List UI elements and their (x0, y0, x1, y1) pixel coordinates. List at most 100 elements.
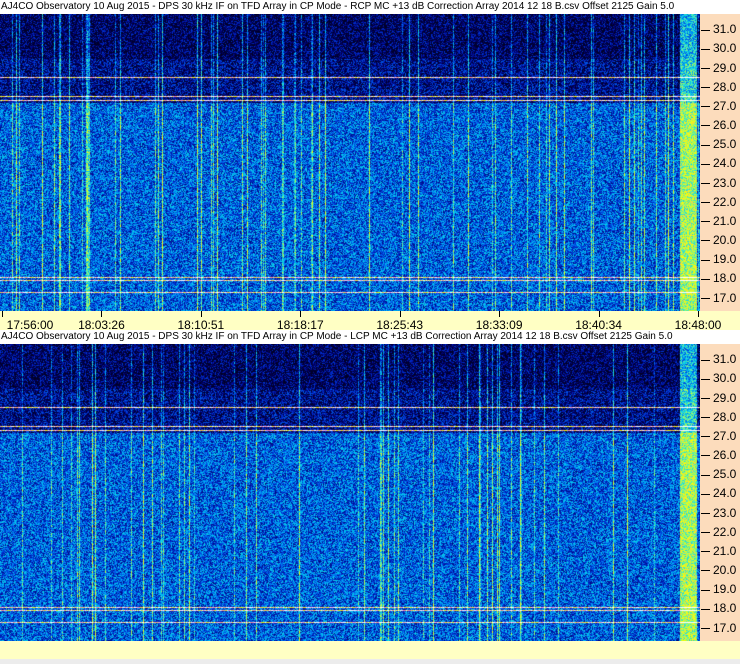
y-tick-label: 27.0 (700, 100, 736, 112)
y-tick-label: 31.0 (700, 23, 736, 35)
y-tick-label: 24.0 (700, 487, 736, 499)
time-axis: 17:56:00 18:03:26 18:10:51 18:18:17 18:25:43… (0, 311, 740, 332)
y-tick-mark (701, 221, 710, 223)
y-tick-text: 28.0 (713, 79, 737, 94)
y-tick-text: 31.0 (713, 22, 737, 37)
y-tick-label: 25.0 (700, 138, 736, 150)
y-tick-mark (701, 608, 710, 610)
y-tick-text: 21.0 (713, 213, 737, 228)
y-tick-mark (701, 589, 710, 591)
y-tick-text: 28.0 (713, 409, 737, 424)
y-tick-text: 25.0 (713, 137, 737, 152)
lcp-frequency-axis: 31.0 30.0 29.0 28.0 27.0 26.0 25.0 24.0 23.0 22.0… (700, 344, 740, 641)
y-tick-mark (701, 532, 710, 534)
y-tick-mark (701, 570, 710, 572)
y-tick-mark (701, 240, 710, 242)
y-tick-mark (701, 359, 710, 361)
y-tick-mark (701, 182, 710, 184)
x-tick (598, 311, 600, 317)
y-tick-mark (701, 144, 710, 146)
y-tick-text: 19.0 (713, 252, 737, 267)
y-tick-label: 28.0 (700, 81, 736, 93)
y-tick-text: 18.0 (713, 271, 737, 286)
rcp-frequency-axis: 31.0 30.0 29.0 28.0 27.0 26.0 25.0 24.0 23.0 22.0… (700, 14, 740, 311)
x-tick-label: 18:48:00 (674, 318, 722, 332)
x-tick (300, 311, 302, 317)
x-tick (200, 311, 202, 317)
y-tick-label: 29.0 (700, 62, 736, 74)
y-tick-label: 22.0 (700, 526, 736, 538)
y-tick-text: 18.0 (713, 601, 737, 616)
y-tick-text: 29.0 (713, 60, 737, 75)
y-tick-text: 23.0 (713, 175, 737, 190)
bottom-bar (0, 641, 740, 659)
y-tick-mark (701, 278, 710, 280)
y-tick-label: 30.0 (700, 372, 736, 384)
y-tick-label: 23.0 (700, 507, 736, 519)
y-tick-text: 30.0 (713, 41, 737, 56)
x-tick (698, 311, 699, 317)
y-tick-text: 22.0 (713, 194, 737, 209)
y-tick-label: 26.0 (700, 119, 736, 131)
y-tick-label: 21.0 (700, 545, 736, 557)
lcp-spectrogram (0, 344, 700, 641)
lcp-title: AJ4CO Observatory 10 Aug 2015 - DPS 30 k… (0, 330, 740, 344)
x-tick-label: 18:40:34 (575, 318, 622, 332)
y-tick-label: 20.0 (700, 564, 736, 576)
y-tick-text: 25.0 (713, 467, 737, 482)
y-tick-text: 30.0 (713, 371, 737, 386)
y-tick-label: 17.0 (700, 292, 736, 304)
y-tick-label: 19.0 (700, 583, 736, 595)
y-tick-text: 29.0 (713, 390, 737, 405)
rcp-title: AJ4CO Observatory 10 Aug 2015 - DPS 30 k… (0, 0, 740, 14)
y-tick-mark (701, 163, 710, 165)
x-tick-label: 18:33:09 (475, 318, 523, 332)
y-tick-label: 28.0 (700, 411, 736, 423)
y-tick-mark (701, 436, 710, 438)
y-tick-mark (701, 297, 710, 299)
y-tick-label: 29.0 (700, 392, 736, 404)
x-tick-label: 17:56:00 (6, 318, 54, 332)
y-tick-label: 21.0 (700, 215, 736, 227)
y-tick-text: 24.0 (713, 156, 737, 171)
y-tick-mark (701, 87, 710, 89)
y-tick-mark (701, 474, 710, 476)
y-tick-label: 27.0 (700, 430, 736, 442)
y-tick-text: 17.0 (713, 290, 737, 305)
y-tick-mark (701, 29, 710, 31)
rcp-spectrogram (0, 14, 700, 311)
y-tick-mark (701, 455, 710, 457)
y-tick-mark (701, 493, 710, 495)
y-tick-mark (701, 106, 710, 108)
y-tick-mark (701, 125, 710, 127)
y-tick-label: 31.0 (700, 353, 736, 365)
x-tick (101, 311, 103, 317)
y-tick-label: 19.0 (700, 253, 736, 265)
y-tick-label: 18.0 (700, 272, 736, 284)
y-tick-label: 24.0 (700, 157, 736, 169)
x-tick (399, 311, 401, 317)
y-tick-text: 23.0 (713, 505, 737, 520)
x-tick-label: 18:25:43 (376, 318, 424, 332)
x-tick (499, 311, 501, 317)
x-tick-label: 18:03:26 (78, 318, 125, 332)
y-tick-text: 24.0 (713, 486, 737, 501)
y-tick-label: 22.0 (700, 196, 736, 208)
x-tick (2, 311, 3, 317)
y-tick-label: 26.0 (700, 449, 736, 461)
y-tick-text: 21.0 (713, 543, 737, 558)
y-tick-text: 22.0 (713, 524, 737, 539)
y-tick-mark (701, 202, 710, 204)
y-tick-mark (701, 512, 710, 514)
y-tick-mark (701, 551, 710, 553)
y-tick-label: 20.0 (700, 234, 736, 246)
x-tick-label: 18:10:51 (177, 318, 225, 332)
y-tick-text: 26.0 (713, 118, 737, 133)
y-tick-text: 20.0 (713, 563, 737, 578)
y-tick-label: 23.0 (700, 177, 736, 189)
y-tick-mark (701, 67, 710, 69)
y-tick-text: 20.0 (713, 233, 737, 248)
y-tick-label: 18.0 (700, 602, 736, 614)
y-tick-text: 27.0 (713, 428, 737, 443)
y-tick-mark (701, 259, 710, 261)
